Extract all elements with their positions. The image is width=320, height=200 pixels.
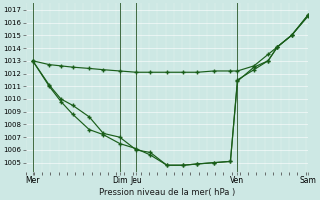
X-axis label: Pression niveau de la mer( hPa ): Pression niveau de la mer( hPa ) (99, 188, 235, 197)
